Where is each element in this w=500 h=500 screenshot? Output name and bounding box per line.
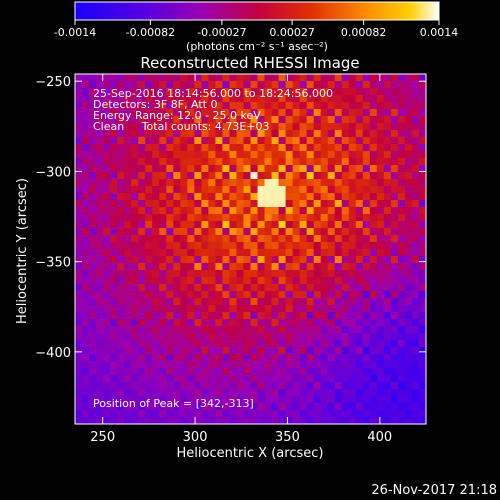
y-tick-label: −400 [35, 346, 71, 361]
colorbar-tick-label: 0.00027 [269, 26, 315, 39]
y-axis-ticks: −250 −300 −350 −400 [35, 75, 426, 361]
colorbar-tick-label: 0.0014 [420, 26, 459, 39]
x-axis-ticks: 250 300 350 400 [90, 74, 392, 445]
x-tick-label: 300 [183, 430, 208, 445]
y-tick-label: −250 [35, 75, 71, 90]
annotation-energy-range: Energy Range: 12.0 - 25.0 keV [93, 109, 261, 122]
x-axis-title: Heliocentric X (arcsec) [177, 446, 324, 461]
plot-frame [74, 73, 427, 425]
x-tick-label: 250 [90, 430, 115, 445]
colorbar-tick-label: 0.00082 [341, 26, 387, 39]
colorbar-unit-label: (photons cm⁻² s⁻¹ asec⁻²) [186, 40, 328, 53]
colorbar-tick-label: -0.00027 [197, 26, 246, 39]
heatmap-image [75, 74, 426, 424]
x-tick-label: 400 [367, 430, 392, 445]
colorbar-tick-label: -0.00082 [126, 26, 175, 39]
colorbar-ticks: -0.0014 -0.00082 -0.00027 0.00027 0.00082 0.0… [54, 20, 458, 39]
colorbar [74, 1, 440, 21]
annotation-clean-counts: Clean Total counts: 4.73E+03 [93, 120, 270, 133]
chart-title: Reconstructed RHESSI Image [140, 54, 359, 72]
peak-position-label: Position of Peak = [342,-313] [93, 397, 254, 410]
annotation-detectors: Detectors: 3F 8F, Att 0 [93, 98, 217, 111]
annotation-time-range: 25-Sep-2016 18:14:56.000 to 18:24:56.000 [93, 87, 333, 100]
y-tick-label: −350 [35, 256, 71, 271]
y-tick-label: −300 [35, 165, 71, 180]
y-axis-title: Heliocentric Y (arcsec) [15, 178, 30, 324]
footer-timestamp: 26-Nov-2017 21:18 [371, 483, 497, 498]
x-tick-label: 350 [275, 430, 300, 445]
colorbar-tick-label: -0.0014 [54, 26, 96, 39]
